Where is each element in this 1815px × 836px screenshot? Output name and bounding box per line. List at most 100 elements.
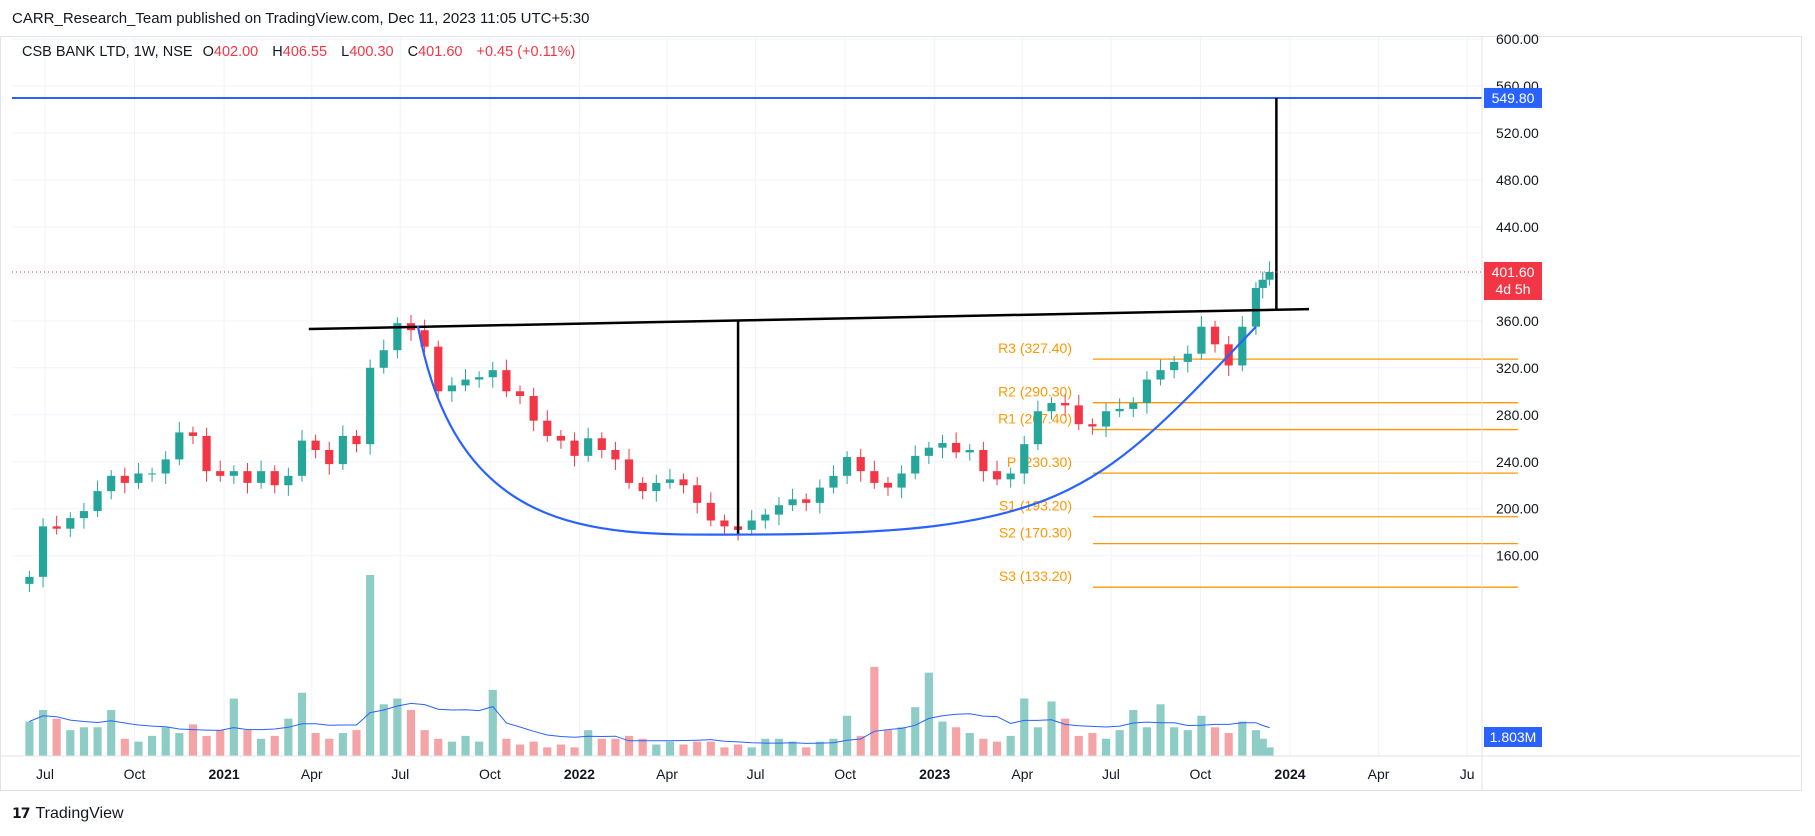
countdown-label: 4d 5h xyxy=(1495,281,1530,297)
candle-body xyxy=(134,473,143,483)
volume-bar xyxy=(1074,735,1083,756)
candle-body xyxy=(515,391,525,396)
candle-body xyxy=(161,459,170,474)
candle-body xyxy=(747,520,756,530)
volume-bar xyxy=(652,744,661,756)
volume-bar xyxy=(529,741,538,756)
time-axis[interactable]: Jul Oct 2021 Apr Jul Oct 2022 Apr Jul Oct 2023 Apr J… xyxy=(1,755,1800,782)
volume-bar xyxy=(597,738,606,756)
y-tick-label: 200.00 xyxy=(1496,501,1539,517)
volume-bar xyxy=(965,733,974,756)
volume-bar xyxy=(1258,738,1267,756)
symbol-title[interactable]: CSB BANK LTD, 1W, NSE xyxy=(22,44,193,60)
candle-body xyxy=(1115,408,1124,412)
volume-bar xyxy=(515,744,525,756)
candle-body xyxy=(543,420,552,436)
y-tick-label: 320.00 xyxy=(1496,360,1539,376)
volume-bar xyxy=(1142,727,1151,756)
candle-body xyxy=(1061,403,1070,406)
candle-body xyxy=(761,514,770,521)
volume-bar xyxy=(843,715,852,756)
target-price-tag xyxy=(1484,87,1542,108)
candle-body xyxy=(270,471,279,486)
volume-bar xyxy=(788,741,797,756)
volume-bar xyxy=(1129,710,1138,756)
high-label: H xyxy=(272,44,283,60)
last-price-label: 401.60 xyxy=(1492,264,1535,280)
drawings-layer[interactable] xyxy=(12,96,1482,536)
x-tick-label: 2023 xyxy=(919,766,950,782)
volume-bar xyxy=(952,727,961,756)
volume-bar xyxy=(1183,730,1192,756)
volume-bar xyxy=(461,735,470,756)
pivot-label: P (230.30) xyxy=(1007,454,1072,470)
candle-body xyxy=(284,475,293,486)
candle-body xyxy=(992,471,1002,480)
candle-body xyxy=(829,475,838,488)
low-value: 400.30 xyxy=(349,44,394,60)
volume-bar xyxy=(1170,727,1179,756)
volume-bar xyxy=(66,730,75,756)
volume-bar xyxy=(447,741,456,756)
volume-bar xyxy=(79,727,89,756)
low-label: L xyxy=(341,44,350,60)
candle-body xyxy=(420,330,429,347)
candle-body xyxy=(665,479,675,483)
candle-body xyxy=(529,395,538,421)
chart-pane[interactable] xyxy=(0,36,1802,791)
candle-body xyxy=(1265,271,1274,280)
volume-bar xyxy=(1156,704,1165,756)
brand-text: TradingView xyxy=(35,805,124,822)
volume-bar xyxy=(352,730,361,756)
candle-body xyxy=(1251,287,1261,327)
price-axis[interactable]: 600.00560.00520.00480.00440.00400.00360.… xyxy=(1481,31,1539,790)
y-tick-label: 160.00 xyxy=(1496,548,1539,564)
candle-body xyxy=(1210,326,1220,345)
x-tick-label: Apr xyxy=(1011,766,1033,782)
tradingview-logo[interactable]: 17 TradingView xyxy=(12,805,124,823)
candle-body xyxy=(93,491,102,512)
x-tick-label: Jul xyxy=(1102,766,1120,782)
volume-bar xyxy=(1033,727,1042,756)
volume-tag xyxy=(1484,727,1542,747)
candle-body xyxy=(338,435,347,465)
x-tick-label: Apr xyxy=(1368,766,1390,782)
volume-bar xyxy=(883,730,893,756)
grid-lines xyxy=(12,37,1482,756)
volume-bar xyxy=(584,730,593,756)
candle-body xyxy=(870,471,879,483)
candle-body xyxy=(584,438,593,456)
close-value: 401.60 xyxy=(418,44,463,60)
volume-bar xyxy=(1210,727,1220,756)
volume-bar xyxy=(202,735,211,756)
x-tick-label: Jul xyxy=(36,766,54,782)
candle-body xyxy=(788,499,797,506)
volume-bar xyxy=(611,738,620,756)
volume-bar xyxy=(284,718,293,756)
candle-body xyxy=(120,475,129,483)
candle-body xyxy=(352,435,361,445)
x-tick-label: Oct xyxy=(1190,766,1212,782)
candle-body xyxy=(366,367,375,445)
volume-bar xyxy=(488,689,497,756)
candle-body xyxy=(147,473,157,475)
candle-body xyxy=(52,526,61,529)
candle-body xyxy=(652,482,661,492)
candle-body xyxy=(556,435,565,441)
volume-bar xyxy=(379,704,388,756)
candle-body xyxy=(325,450,334,465)
candle-body xyxy=(25,576,34,584)
candle-body xyxy=(311,440,320,451)
x-tick-label: Ju xyxy=(1460,766,1475,782)
candle-body xyxy=(1020,444,1029,474)
candle-body xyxy=(979,450,988,472)
volume-bar xyxy=(257,738,266,756)
volume-bar xyxy=(1006,735,1015,756)
candlesticks[interactable] xyxy=(25,261,1274,593)
pivot-label: S3 (133.20) xyxy=(999,568,1072,584)
volume-bar xyxy=(1020,698,1029,756)
candle-body xyxy=(952,442,961,453)
volume-bar xyxy=(1265,747,1274,756)
volume-bar xyxy=(175,733,184,756)
